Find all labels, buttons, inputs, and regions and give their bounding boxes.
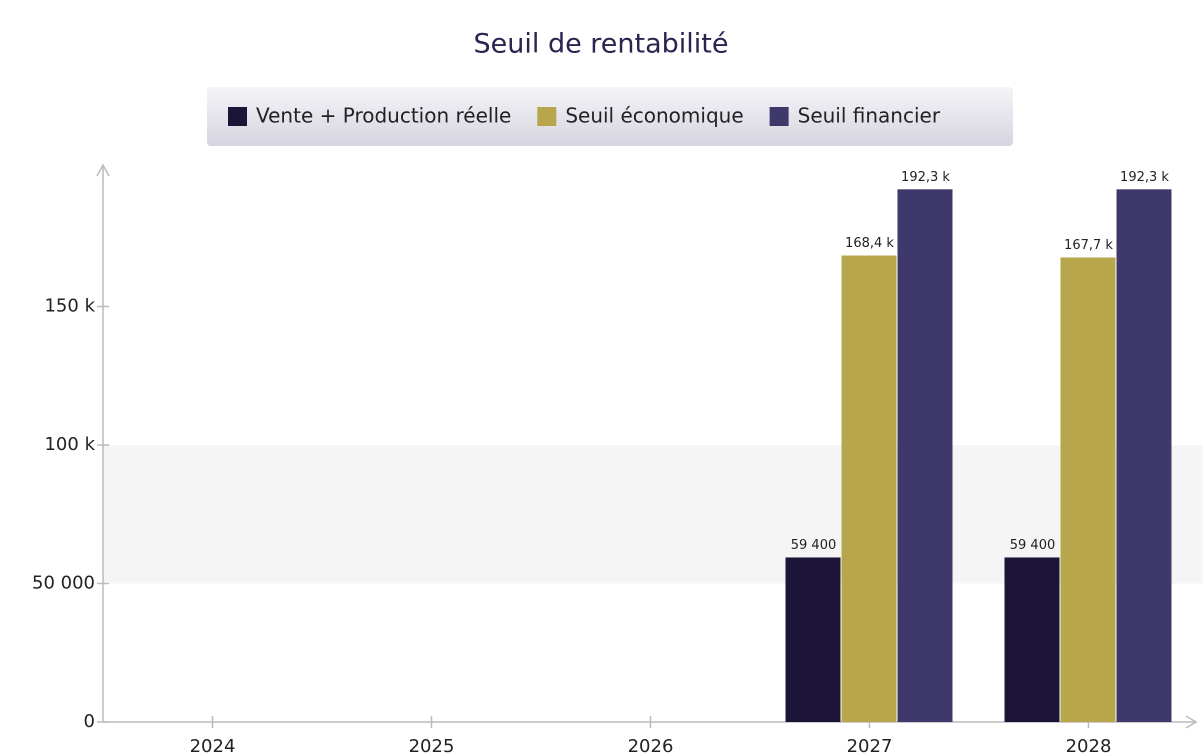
bar	[1116, 189, 1172, 723]
y-axis-arrow	[96, 163, 110, 177]
data-label: 168,4 k	[845, 236, 894, 251]
legend-label: Seuil financier	[798, 104, 941, 128]
data-label: 192,3 k	[901, 170, 950, 185]
data-label: 167,7 k	[1064, 238, 1113, 253]
bar	[785, 557, 841, 722]
x-axis-arrow	[1185, 715, 1198, 729]
bar	[841, 255, 897, 723]
legend-label: Vente + Production réelle	[256, 104, 511, 128]
data-label: 192,3 k	[1120, 170, 1169, 185]
data-label: 59 400	[1010, 538, 1056, 553]
y-tick-label: 150 k	[44, 296, 95, 317]
y-tick-label: 50 000	[32, 573, 95, 594]
x-tick-label: 2024	[190, 736, 236, 756]
bar	[1004, 557, 1060, 722]
legend-swatch	[769, 107, 789, 126]
x-tick-label: 2028	[1066, 736, 1112, 756]
legend-swatch	[228, 107, 247, 126]
x-tick-label: 2025	[409, 736, 455, 756]
legend-box	[207, 87, 1013, 146]
bar	[897, 189, 953, 723]
x-tick-label: 2026	[628, 736, 674, 756]
legend-swatch	[537, 107, 557, 126]
x-tick-label: 2027	[847, 736, 893, 756]
chart-title: Seuil de rentabilité	[474, 29, 729, 60]
y-tick-label: 0	[84, 711, 95, 732]
bar	[1060, 257, 1116, 722]
legend-label: Seuil économique	[565, 104, 743, 128]
data-label: 59 400	[791, 538, 837, 553]
y-tick-label: 100 k	[44, 434, 95, 455]
